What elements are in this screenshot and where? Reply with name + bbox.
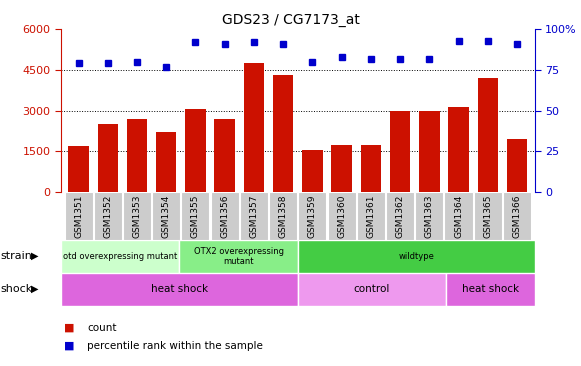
Bar xyxy=(419,111,439,192)
Text: GSM1353: GSM1353 xyxy=(132,195,142,238)
Text: control: control xyxy=(354,284,390,294)
Bar xyxy=(61,273,297,306)
Bar xyxy=(507,139,527,192)
Text: GDS23 / CG7173_at: GDS23 / CG7173_at xyxy=(221,13,360,27)
Bar xyxy=(302,150,322,192)
Text: GSM1356: GSM1356 xyxy=(220,195,229,238)
Text: GSM1354: GSM1354 xyxy=(162,195,171,238)
Bar xyxy=(478,78,498,192)
Text: GSM1363: GSM1363 xyxy=(425,195,434,238)
Text: GSM1365: GSM1365 xyxy=(483,195,492,238)
Text: OTX2 overexpressing
mutant: OTX2 overexpressing mutant xyxy=(193,246,284,266)
Text: GSM1358: GSM1358 xyxy=(279,195,288,238)
Text: ▶: ▶ xyxy=(31,251,38,261)
Bar xyxy=(123,192,151,240)
Bar xyxy=(474,192,502,240)
Bar xyxy=(361,145,381,192)
Bar xyxy=(357,192,385,240)
Bar xyxy=(331,145,352,192)
Bar xyxy=(61,240,180,273)
Bar xyxy=(69,146,89,192)
Text: shock: shock xyxy=(1,284,33,294)
Bar xyxy=(98,124,118,192)
Text: GSM1364: GSM1364 xyxy=(454,195,463,238)
Bar xyxy=(386,192,414,240)
Bar xyxy=(449,107,469,192)
Text: GSM1359: GSM1359 xyxy=(308,195,317,238)
Bar xyxy=(214,119,235,192)
Text: percentile rank within the sample: percentile rank within the sample xyxy=(87,341,263,351)
Text: otd overexpressing mutant: otd overexpressing mutant xyxy=(63,252,177,261)
Text: GSM1362: GSM1362 xyxy=(396,195,404,238)
Text: GSM1351: GSM1351 xyxy=(74,195,83,238)
Bar xyxy=(503,192,531,240)
Text: count: count xyxy=(87,322,117,333)
Text: heat shock: heat shock xyxy=(151,284,208,294)
Bar xyxy=(181,192,210,240)
Bar xyxy=(243,63,264,192)
Text: ■: ■ xyxy=(64,322,74,333)
Bar xyxy=(127,119,147,192)
Bar xyxy=(152,192,180,240)
Text: GSM1360: GSM1360 xyxy=(337,195,346,238)
Text: GSM1366: GSM1366 xyxy=(512,195,522,238)
Text: GSM1352: GSM1352 xyxy=(103,195,112,238)
Bar xyxy=(269,192,297,240)
Text: ■: ■ xyxy=(64,341,74,351)
Bar xyxy=(64,192,92,240)
Text: GSM1357: GSM1357 xyxy=(249,195,259,238)
Bar xyxy=(328,192,356,240)
Bar xyxy=(180,240,297,273)
Bar xyxy=(156,132,177,192)
Bar xyxy=(94,192,122,240)
Bar xyxy=(297,240,535,273)
Text: strain: strain xyxy=(1,251,33,261)
Bar xyxy=(297,273,446,306)
Bar xyxy=(240,192,268,240)
Bar xyxy=(390,111,410,192)
Text: GSM1355: GSM1355 xyxy=(191,195,200,238)
Bar xyxy=(444,192,472,240)
Bar xyxy=(211,192,239,240)
Text: ▶: ▶ xyxy=(31,284,38,294)
Bar xyxy=(415,192,443,240)
Bar xyxy=(185,109,206,192)
Bar xyxy=(299,192,327,240)
Text: heat shock: heat shock xyxy=(461,284,519,294)
Text: wildtype: wildtype xyxy=(398,252,434,261)
Bar xyxy=(446,273,535,306)
Bar xyxy=(273,75,293,192)
Text: GSM1361: GSM1361 xyxy=(367,195,375,238)
